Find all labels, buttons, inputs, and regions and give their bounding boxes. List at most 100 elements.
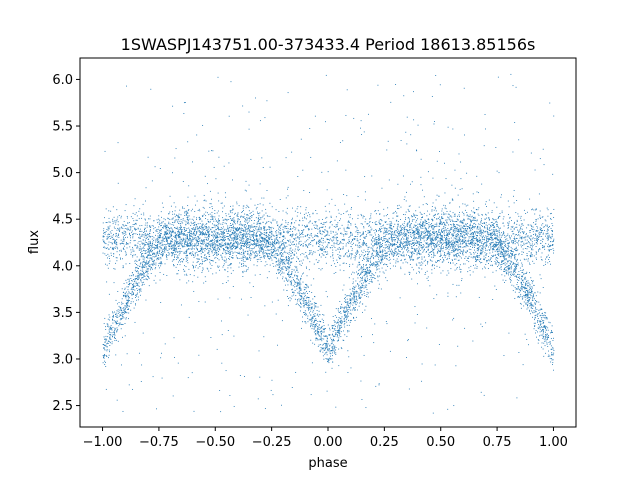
data-point xyxy=(104,341,106,343)
data-point xyxy=(315,337,317,339)
data-point xyxy=(142,203,144,205)
data-point xyxy=(502,279,504,281)
data-point xyxy=(109,235,110,237)
data-point xyxy=(258,250,260,252)
data-point xyxy=(293,291,295,293)
data-point xyxy=(254,230,256,231)
data-point xyxy=(441,230,443,232)
data-point xyxy=(549,341,551,342)
data-point xyxy=(476,254,478,256)
data-point xyxy=(243,225,245,227)
data-point xyxy=(146,242,148,243)
data-point xyxy=(329,221,331,223)
data-point xyxy=(507,247,509,249)
data-point xyxy=(398,247,400,248)
data-point xyxy=(201,246,203,248)
data-point xyxy=(367,248,369,250)
data-point xyxy=(186,249,188,251)
data-point xyxy=(180,225,182,227)
data-point xyxy=(279,247,281,249)
data-point xyxy=(143,274,145,276)
data-point xyxy=(326,339,328,341)
data-point xyxy=(155,245,157,247)
data-point xyxy=(371,281,373,283)
data-point xyxy=(266,232,268,234)
data-point xyxy=(319,331,321,333)
data-point xyxy=(331,198,333,200)
data-point xyxy=(259,183,261,185)
data-point xyxy=(485,128,486,130)
data-point xyxy=(225,215,227,217)
data-point xyxy=(292,288,293,290)
data-point xyxy=(321,340,323,342)
data-point xyxy=(512,151,514,153)
data-point xyxy=(408,242,410,243)
data-point xyxy=(529,243,531,245)
data-point xyxy=(527,302,529,303)
data-point xyxy=(327,233,329,235)
data-point xyxy=(477,233,479,234)
data-point xyxy=(209,241,211,242)
data-point xyxy=(434,264,436,266)
data-point xyxy=(221,237,223,238)
data-point xyxy=(277,299,279,301)
data-point xyxy=(323,325,325,327)
data-point xyxy=(279,246,281,248)
data-point xyxy=(440,234,441,236)
data-point xyxy=(408,221,410,223)
data-point xyxy=(349,242,351,244)
data-point xyxy=(484,222,486,224)
data-point xyxy=(512,262,514,264)
data-point xyxy=(338,321,340,323)
data-point xyxy=(244,261,246,263)
data-point xyxy=(339,301,341,302)
data-point xyxy=(338,248,340,250)
data-point xyxy=(508,268,510,270)
data-point xyxy=(173,247,175,249)
data-point xyxy=(402,236,404,238)
data-point xyxy=(423,232,425,234)
data-point xyxy=(215,228,217,230)
data-point xyxy=(232,220,234,221)
data-point xyxy=(377,210,379,212)
data-point xyxy=(110,254,112,256)
data-point xyxy=(437,236,439,238)
data-point xyxy=(498,254,499,256)
data-point xyxy=(213,224,215,226)
data-point xyxy=(228,230,230,232)
data-point xyxy=(331,334,333,336)
data-point xyxy=(392,256,394,257)
data-point xyxy=(128,222,130,224)
data-point xyxy=(478,237,480,239)
data-point xyxy=(466,223,468,225)
data-point xyxy=(432,228,434,230)
data-point xyxy=(500,269,502,271)
data-point xyxy=(335,272,337,273)
data-point xyxy=(241,257,243,259)
data-point xyxy=(164,263,166,265)
data-point xyxy=(360,292,362,293)
data-point xyxy=(124,307,126,309)
data-point xyxy=(431,254,432,255)
data-point xyxy=(287,231,289,233)
data-point xyxy=(484,225,485,227)
data-point xyxy=(201,263,203,265)
data-point xyxy=(532,226,534,228)
data-point xyxy=(245,180,247,182)
data-point xyxy=(254,241,255,243)
data-point xyxy=(278,211,280,212)
data-point xyxy=(455,365,457,367)
data-point xyxy=(248,230,250,232)
data-point xyxy=(196,224,197,225)
data-point xyxy=(530,302,532,304)
data-point xyxy=(233,240,235,242)
data-point xyxy=(503,250,505,252)
data-point xyxy=(327,324,329,326)
data-point xyxy=(523,219,525,221)
data-point xyxy=(220,228,222,230)
data-point xyxy=(491,212,493,213)
data-point xyxy=(498,236,500,238)
data-point xyxy=(442,247,444,249)
data-point xyxy=(517,288,518,290)
data-point xyxy=(483,246,485,248)
